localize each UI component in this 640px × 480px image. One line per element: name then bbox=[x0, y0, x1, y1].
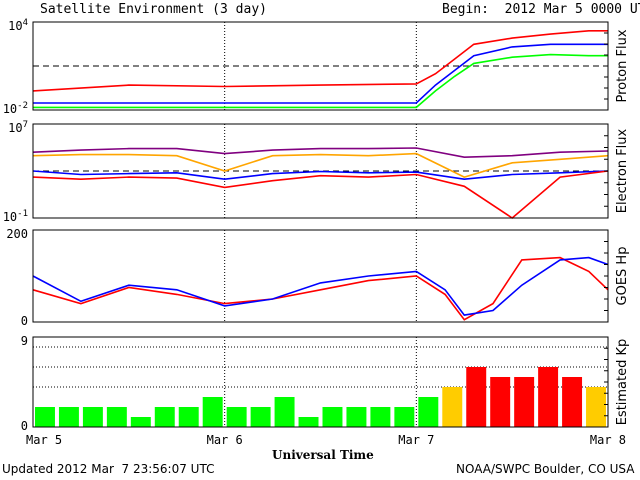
green-series-line bbox=[33, 53, 608, 109]
kp-bar bbox=[202, 397, 223, 427]
x-axis-label: Universal Time bbox=[272, 448, 374, 462]
kp-bar bbox=[322, 407, 343, 427]
kp-bar bbox=[466, 367, 487, 427]
kp-bar bbox=[106, 407, 127, 427]
kp-bar bbox=[154, 407, 175, 427]
red-series-line bbox=[32, 256, 609, 321]
kp-bar bbox=[82, 407, 103, 427]
kp-bar bbox=[130, 417, 151, 427]
kp-bar bbox=[442, 387, 463, 427]
y-tick-label-top: 107 bbox=[8, 120, 28, 135]
kp-bar bbox=[418, 397, 439, 427]
kp-bar bbox=[562, 377, 583, 427]
kp-bar bbox=[226, 407, 247, 427]
kp-bar bbox=[346, 407, 367, 427]
y-tick-label-top: 104 bbox=[8, 18, 28, 33]
blue-series-line bbox=[32, 256, 609, 316]
kp-bar bbox=[35, 407, 55, 427]
panel-ylabel: GOES Hp bbox=[615, 247, 630, 306]
y-tick-label-bottom: 0 bbox=[21, 314, 28, 328]
blue-series-line bbox=[33, 43, 608, 104]
purple-series-line bbox=[32, 147, 609, 159]
panel-frame bbox=[32, 229, 609, 323]
red-series-line bbox=[32, 170, 609, 219]
kp-bar bbox=[370, 407, 391, 427]
panel-ylabel: Electron Flux bbox=[615, 128, 630, 213]
panel-ylabel: Proton Flux bbox=[615, 29, 630, 102]
panel-ylabel: Estimated Kp bbox=[615, 339, 630, 426]
chart-title: Satellite Environment (3 day) bbox=[40, 2, 267, 17]
blue-series-line bbox=[32, 170, 609, 181]
kp-bar bbox=[274, 397, 295, 427]
x-tick-label: Mar 5 bbox=[26, 433, 62, 447]
y-tick-label-bottom: 10-1 bbox=[3, 209, 28, 224]
y-tick-label-bottom: 0 bbox=[21, 419, 28, 433]
kp-bar bbox=[490, 377, 511, 427]
kp-bar bbox=[298, 417, 319, 427]
x-tick-label: Mar 7 bbox=[398, 433, 434, 447]
y-tick-label-top: 9 bbox=[21, 334, 28, 348]
kp-bar bbox=[58, 407, 79, 427]
kp-bar bbox=[586, 387, 606, 427]
x-tick-label: Mar 8 bbox=[590, 433, 626, 447]
begin-time: Begin: 2012 Mar 5 0000 UTC bbox=[442, 2, 640, 17]
kp-bar bbox=[178, 407, 199, 427]
credit-line: NOAA/SWPC Boulder, CO USA bbox=[456, 462, 635, 476]
y-tick-label-top: 200 bbox=[6, 227, 28, 241]
kp-bar bbox=[538, 367, 559, 427]
kp-bar bbox=[250, 407, 271, 427]
y-tick-label-bottom: 10-2 bbox=[3, 101, 28, 116]
kp-bar bbox=[514, 377, 535, 427]
kp-bar bbox=[394, 407, 415, 427]
red-series-line bbox=[32, 29, 608, 92]
panel-frame bbox=[32, 21, 609, 111]
x-tick-label: Mar 6 bbox=[207, 433, 243, 447]
updated-timestamp: Updated 2012 Mar 7 23:56:07 UTC bbox=[2, 462, 215, 476]
orange-series-line bbox=[32, 152, 609, 178]
